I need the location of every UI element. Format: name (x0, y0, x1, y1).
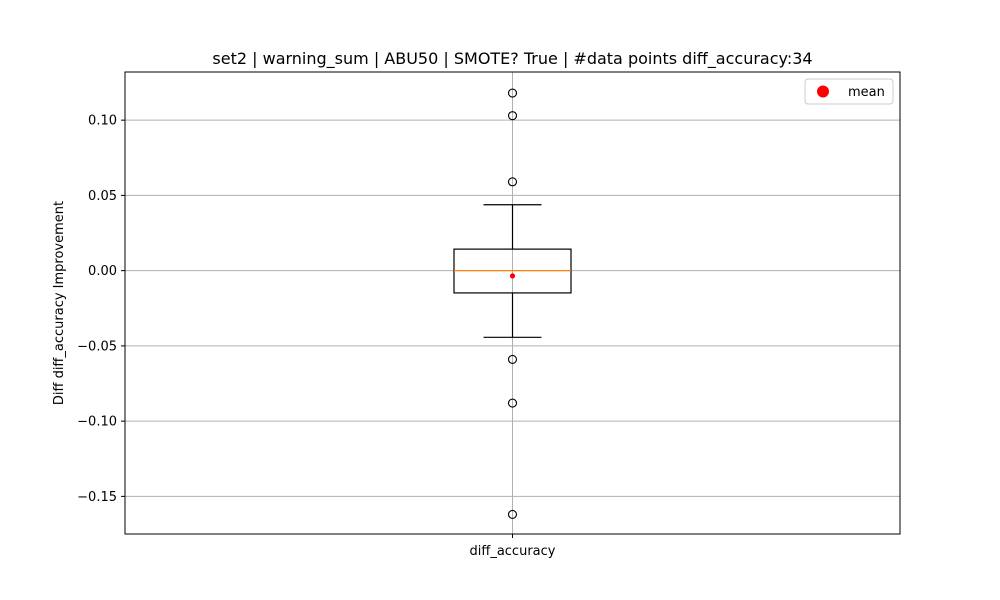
y-tick-label: 0.00 (88, 264, 117, 279)
legend-frame (804, 78, 894, 105)
y-axis-label: Diff diff_accuracy Improvement (52, 201, 67, 405)
chart-title: set2 | warning_sum | ABU50 | SMOTE? True… (212, 49, 812, 69)
box-plot (453, 88, 572, 519)
mean-point (509, 273, 516, 279)
y-tick-label: −0.05 (77, 339, 117, 354)
x-axis-ticks: diff_accuracy (470, 534, 556, 559)
outlier-point (507, 354, 518, 364)
y-tick-label: −0.10 (77, 415, 117, 430)
outlier-point (507, 509, 518, 519)
legend-mean-marker (817, 85, 829, 98)
outlier-point (507, 88, 518, 98)
legend: mean (804, 78, 894, 105)
x-tick-label: diff_accuracy (470, 544, 556, 559)
outlier-point (507, 177, 518, 187)
y-tick-label: 0.05 (88, 189, 117, 204)
outlier-point (507, 111, 518, 121)
legend-mean-label: mean (848, 85, 885, 100)
y-tick-label: 0.10 (88, 114, 117, 129)
outlier-point (507, 398, 518, 408)
y-axis-ticks: −0.15 −0.10 −0.05 0.00 0.05 0.10 (77, 114, 125, 505)
y-tick-label: −0.15 (77, 490, 117, 505)
